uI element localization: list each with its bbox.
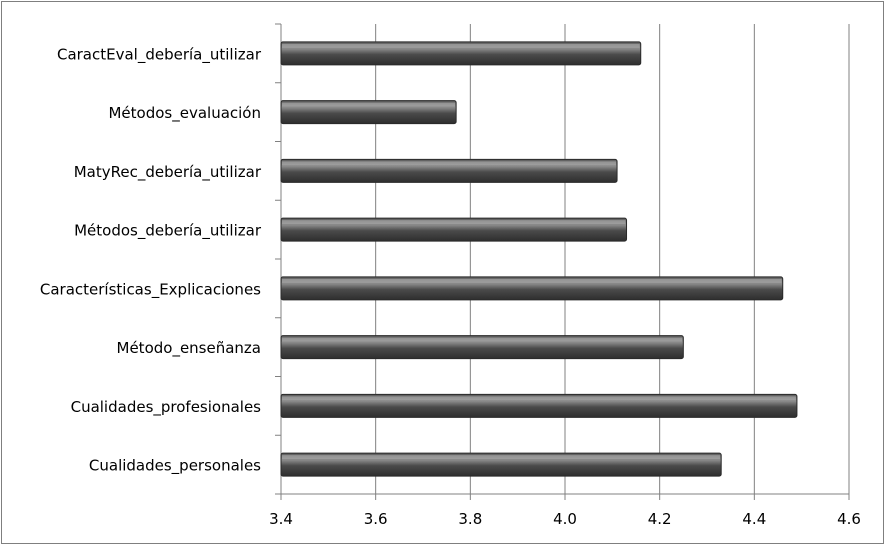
x-tick-label: 4.0 [553,510,577,528]
bar-highlight [282,102,456,107]
x-tick-label: 4.4 [742,510,766,528]
bar-highlight [282,220,626,225]
bars [280,41,798,477]
category-label: Características_Explicaciones [40,280,261,299]
bar-highlight [282,455,721,460]
x-tick-label: 4.2 [648,510,672,528]
bar-highlight [282,337,683,342]
bar-highlight [282,43,640,48]
category-label: MatyRec_debería_utilizar [74,163,262,182]
category-labels: CaractEval_debería_utilizar Métodos_evalu… [40,45,262,475]
category-label: Métodos_debería_utilizar [74,222,262,241]
bar-highlight [282,278,782,283]
category-label: Método_enseñanza [117,339,261,358]
x-tick-label: 4.6 [837,510,861,528]
x-tick-label: 3.8 [458,510,482,528]
x-tick-label: 3.4 [269,510,293,528]
bar-highlight [282,161,617,166]
bar-highlight [282,396,796,401]
tick-labels: 3.4 3.6 3.8 4.0 4.2 4.4 4.6 [269,510,861,528]
category-label: Métodos_evaluación [108,104,261,123]
category-label: Cualidades_profesionales [71,398,262,417]
category-label: Cualidades_personales [89,457,261,476]
x-tick-label: 3.6 [364,510,388,528]
axes [275,23,850,500]
gridlines [375,24,850,494]
category-label: CaractEval_debería_utilizar [57,45,262,64]
